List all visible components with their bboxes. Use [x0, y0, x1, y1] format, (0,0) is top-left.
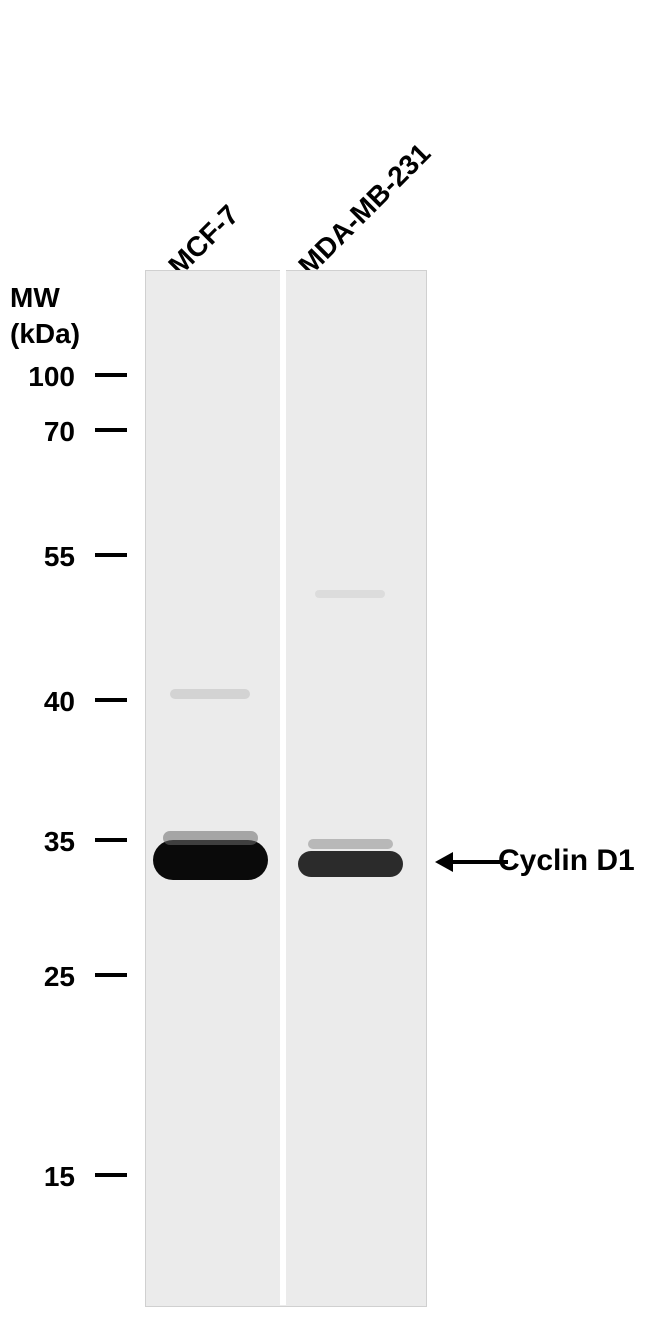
band-lane1-0	[298, 851, 403, 877]
band-lane0-0	[153, 840, 268, 880]
blot-lane-gap	[280, 270, 286, 1305]
mw-marker-100: 100	[15, 361, 75, 393]
mw-marker-70: 70	[15, 416, 75, 448]
mw-header: MW (kDa)	[10, 280, 80, 353]
mw-tick-55	[95, 553, 127, 557]
mw-marker-15: 15	[15, 1161, 75, 1193]
mw-tick-100	[95, 373, 127, 377]
arrow-head-icon	[435, 852, 453, 872]
mw-tick-15	[95, 1173, 127, 1177]
mw-tick-40	[95, 698, 127, 702]
band-lane0-2	[170, 689, 250, 699]
blot-membrane	[145, 270, 427, 1307]
band-lane0-1	[163, 831, 258, 845]
mw-marker-25: 25	[15, 961, 75, 993]
mw-marker-35: 35	[15, 826, 75, 858]
band-lane1-2	[315, 590, 385, 598]
mw-marker-40: 40	[15, 686, 75, 718]
mw-tick-35	[95, 838, 127, 842]
target-label: Cyclin D1	[498, 844, 635, 878]
lane-label-2: MDA-MB-231	[292, 137, 437, 282]
band-lane1-1	[308, 839, 393, 849]
mw-marker-55: 55	[15, 541, 75, 573]
mw-tick-70	[95, 428, 127, 432]
mw-tick-25	[95, 973, 127, 977]
